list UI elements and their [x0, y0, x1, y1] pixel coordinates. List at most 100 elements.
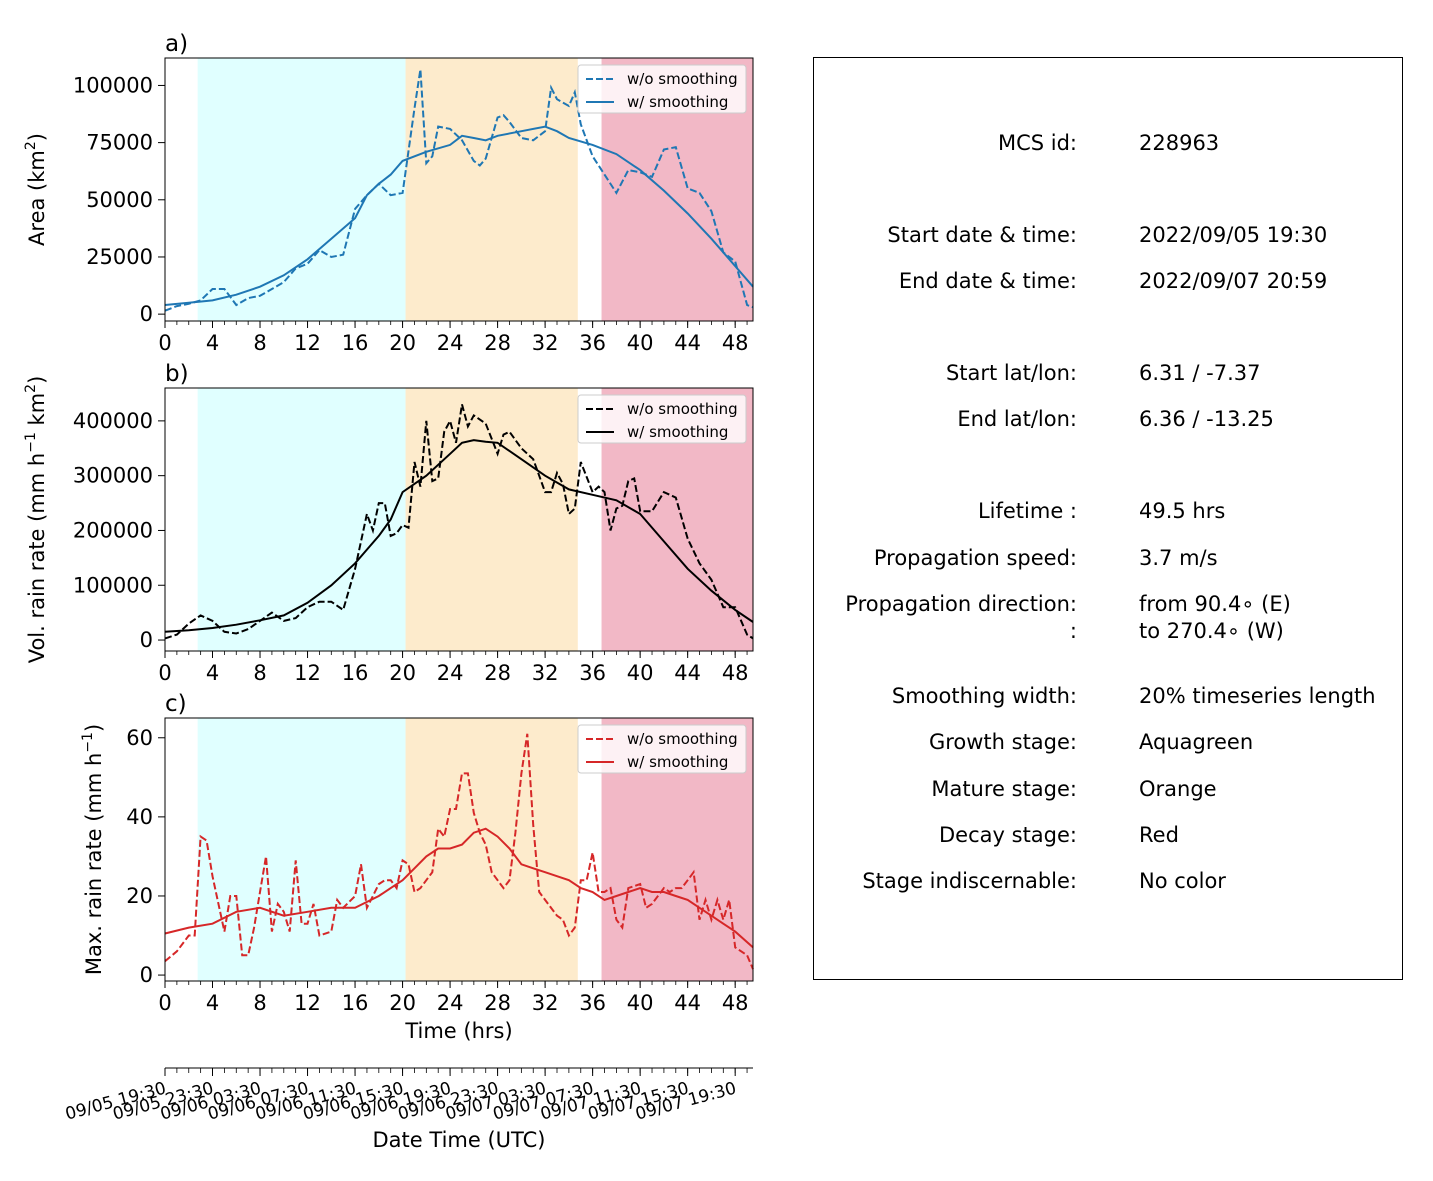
x-tick-label: 48 [722, 661, 749, 685]
x-tick-label: 16 [342, 991, 369, 1015]
info-key: Smoothing width: [891, 684, 1077, 708]
info-value: 49.5 hrs [1139, 499, 1226, 523]
info-key: Start lat/lon: [945, 361, 1077, 385]
legend-label: w/ smoothing [627, 93, 728, 111]
legend-box [577, 724, 747, 774]
y-tick-label: 20 [126, 884, 153, 908]
y-tick-label: 400000 [73, 409, 153, 433]
legend-box [577, 394, 747, 444]
info-value: Red [1139, 823, 1179, 847]
x-tick-label: 24 [437, 991, 464, 1015]
y-axis-label-part: ) [25, 376, 49, 384]
stage-band-1 [405, 718, 578, 981]
series-smoothed-line [164, 439, 754, 633]
x-tick-label: 40 [627, 991, 654, 1015]
y-tick-label: 200000 [73, 518, 153, 542]
info-value: 3.7 m/s [1139, 546, 1218, 570]
x-tick-label: 28 [484, 991, 511, 1015]
stage-band-0 [197, 388, 406, 651]
mcs-info-panel: MCS id: 228963 Start date & time: 2022/09/0… [813, 57, 1403, 980]
stage-band-1 [405, 58, 578, 321]
date-axis-label: Date Time (UTC) [373, 1128, 546, 1152]
x-tick-label: 24 [437, 331, 464, 355]
y-axis-label-part: −1 [23, 432, 39, 453]
y-tick-label: 300000 [73, 464, 153, 488]
x-tick-label: 44 [674, 661, 701, 685]
x-tick-label: 12 [294, 991, 321, 1015]
x-tick-label: 24 [437, 661, 464, 685]
y-axis-label-part: ) [25, 133, 49, 141]
x-tick-label: 16 [342, 661, 369, 685]
x-tick-label: 32 [532, 331, 559, 355]
y-axis-label-part: 2 [23, 141, 39, 150]
info-key: MCS id: [997, 131, 1077, 155]
x-tick-label: 8 [253, 991, 266, 1015]
y-axis-label-part: km [25, 393, 49, 432]
y-tick-label: 25000 [86, 245, 153, 269]
x-tick-label: 4 [206, 661, 219, 685]
x-tick-label: 20 [389, 331, 416, 355]
x-tick-label: 16 [342, 331, 369, 355]
info-key: Lifetime : [977, 499, 1077, 523]
info-value: from 90.4∘ (E) [1139, 592, 1291, 616]
y-tick-label: 40 [126, 805, 153, 829]
x-axis-label: Time (hrs) [404, 1019, 512, 1043]
y-axis-label-part: 2 [23, 384, 39, 393]
x-tick-label: 4 [206, 991, 219, 1015]
x-tick-label: 0 [158, 991, 171, 1015]
info-key: Stage indiscernable: [862, 869, 1077, 893]
info-key: Propagation speed: [873, 546, 1077, 570]
y-tick-label: 0 [140, 628, 153, 652]
series-raw-line [164, 404, 754, 640]
stage-band-1 [405, 388, 578, 651]
x-tick-label: 0 [158, 661, 171, 685]
x-tick-label: 48 [722, 331, 749, 355]
info-value: Aquagreen [1139, 730, 1254, 754]
legend-label: w/o smoothing [627, 730, 738, 748]
info-value: 2022/09/07 20:59 [1139, 269, 1328, 293]
x-tick-label: 8 [253, 661, 266, 685]
x-tick-label: 28 [484, 331, 511, 355]
y-axis-label-part: −1 [80, 732, 96, 753]
series-raw-line [164, 69, 754, 312]
panel-label: a) [165, 31, 188, 57]
y-tick-label: 60 [126, 726, 153, 750]
x-tick-label: 36 [579, 331, 606, 355]
x-tick-label: 36 [579, 991, 606, 1015]
y-axis-label-part: ) [82, 724, 106, 732]
legend-label: w/o smoothing [627, 400, 738, 418]
info-value: 2022/09/05 19:30 [1139, 223, 1328, 247]
x-tick-label: 4 [206, 331, 219, 355]
x-tick-label: 20 [389, 661, 416, 685]
x-tick-label: 44 [674, 331, 701, 355]
info-key: Mature stage: [931, 777, 1077, 801]
info-value: to 270.4∘ (W) [1139, 619, 1284, 643]
panel-2: Vol. rain rate (mm h−1 km2) [23, 376, 754, 664]
info-value: 20% timeseries length [1139, 684, 1376, 708]
info-key: Start date & time: [887, 223, 1077, 247]
x-tick-label: 12 [294, 661, 321, 685]
info-value: 6.31 / -7.37 [1139, 361, 1261, 385]
panel-label: b) [165, 361, 189, 387]
x-tick-label: 20 [389, 991, 416, 1015]
series-smoothed-line [164, 125, 754, 306]
axes-frame [164, 387, 754, 652]
x-tick-label: 28 [484, 661, 511, 685]
y-tick-label: 0 [140, 963, 153, 987]
legend-label: w/o smoothing [627, 70, 738, 88]
x-tick-label: 8 [253, 331, 266, 355]
panel-1: Area (km2) [23, 57, 754, 328]
info-key: Propagation direction: [845, 592, 1077, 616]
y-axis-label: Area (km2) [23, 133, 49, 246]
legend-box [577, 64, 747, 114]
info-value: 6.36 / -13.25 [1139, 407, 1274, 431]
x-tick-label: 48 [722, 991, 749, 1015]
y-tick-label: 100000 [73, 573, 153, 597]
stage-band-0 [197, 58, 406, 321]
y-axis-label: Vol. rain rate (mm h−1 km2) [23, 376, 49, 664]
x-tick-label: 36 [579, 661, 606, 685]
y-tick-label: 75000 [86, 131, 153, 155]
x-tick-label: 0 [158, 331, 171, 355]
y-axis-label-part: Vol. rain rate (mm h [25, 453, 49, 664]
